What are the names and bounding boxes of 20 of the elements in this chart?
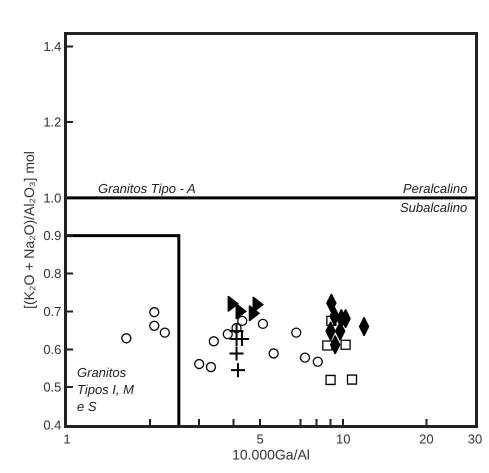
y-tick-label: 0.9 <box>43 228 62 244</box>
annotation: Granitos Tipos I, M e S <box>77 365 134 414</box>
y-tick-label: 1.2 <box>43 114 62 130</box>
x-axis-title: 10.000Ga/Al <box>232 446 310 463</box>
y-axis-title: [(K₂O + Na₂O)/Al₂O₃] mol <box>20 151 37 309</box>
annotation: Granitos Tipo - A <box>98 181 196 196</box>
y-tick-label: 0.8 <box>43 266 62 282</box>
y-tick-label: 0.6 <box>43 342 62 357</box>
y-tick-label: 0.5 <box>43 380 62 395</box>
x-tick-label: 20 <box>419 432 434 447</box>
y-tick-label: 0.4 <box>43 418 62 433</box>
x-tick-label: 30 <box>468 432 482 447</box>
y-tick-label: 0.7 <box>43 304 62 319</box>
y-tick-label: 1.4 <box>43 38 62 54</box>
x-tick-label: 5 <box>256 432 264 447</box>
annotation: Subalcalino <box>400 200 468 215</box>
x-tick-label: 1 <box>63 432 71 447</box>
annotation: Peralcalino <box>403 181 468 196</box>
y-tick-label: 1.0 <box>43 190 62 206</box>
x-tick-label: 10 <box>336 432 350 447</box>
